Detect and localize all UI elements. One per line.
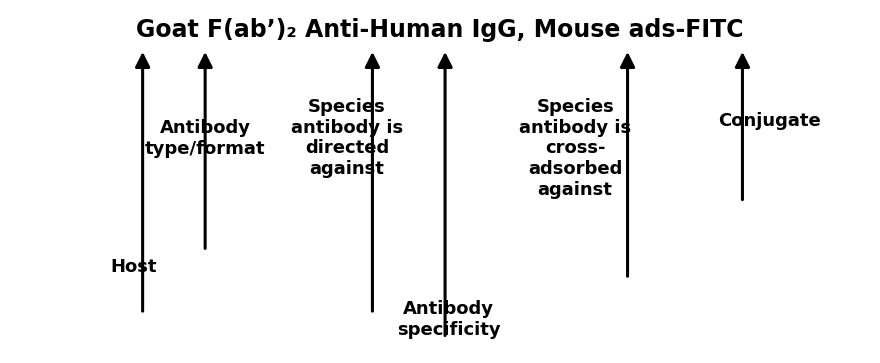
Text: Species
antibody is
cross-
adsorbed
against: Species antibody is cross- adsorbed agai… [519, 98, 631, 199]
Text: Host: Host [111, 258, 157, 276]
Text: Antibody
type/format: Antibody type/format [145, 119, 266, 158]
Text: Goat F(ab’)₂ Anti-Human IgG, Mouse ads-FITC: Goat F(ab’)₂ Anti-Human IgG, Mouse ads-F… [136, 18, 744, 42]
Text: Antibody
specificity: Antibody specificity [397, 300, 500, 339]
Text: Conjugate: Conjugate [718, 112, 821, 130]
Text: Species
antibody is
directed
against: Species antibody is directed against [291, 98, 403, 178]
